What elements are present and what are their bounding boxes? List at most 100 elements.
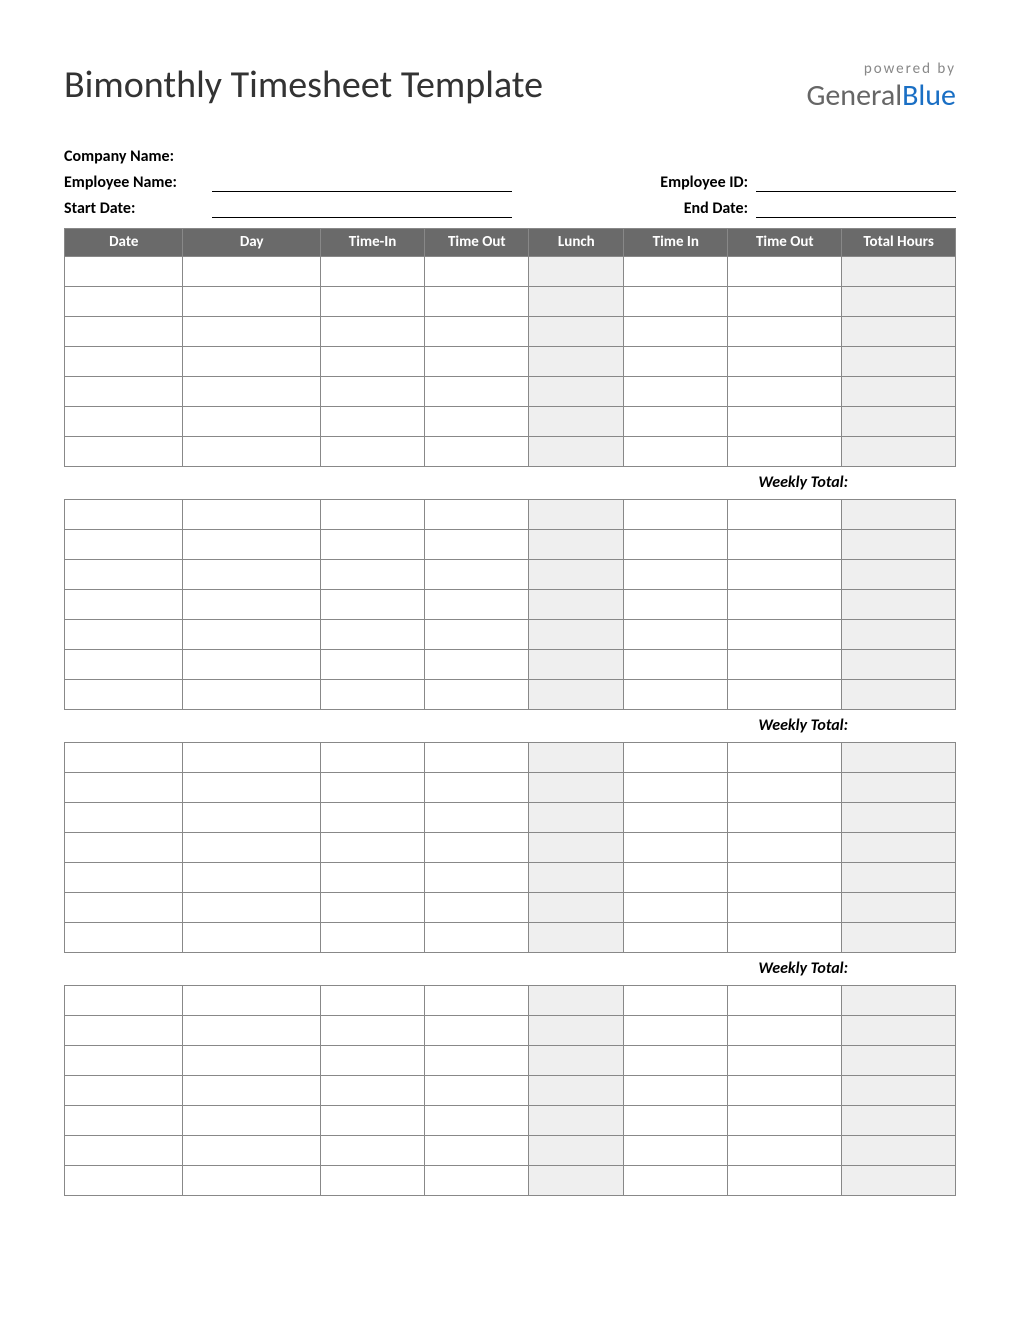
table-cell[interactable] xyxy=(183,1135,320,1165)
table-cell[interactable] xyxy=(183,832,320,862)
table-cell[interactable] xyxy=(529,742,624,772)
table-cell[interactable] xyxy=(65,406,183,436)
table-cell[interactable] xyxy=(842,862,956,892)
table-cell[interactable] xyxy=(842,346,956,376)
table-cell[interactable] xyxy=(65,742,183,772)
table-cell[interactable] xyxy=(529,316,624,346)
table-cell[interactable] xyxy=(320,436,424,466)
table-cell[interactable] xyxy=(320,742,424,772)
table-cell[interactable] xyxy=(728,619,842,649)
table-cell[interactable] xyxy=(320,892,424,922)
table-cell[interactable] xyxy=(183,436,320,466)
table-cell[interactable] xyxy=(425,649,529,679)
table-cell[interactable] xyxy=(425,1135,529,1165)
table-cell[interactable] xyxy=(529,1015,624,1045)
table-cell[interactable] xyxy=(529,436,624,466)
table-cell[interactable] xyxy=(425,436,529,466)
table-cell[interactable] xyxy=(320,772,424,802)
table-cell[interactable] xyxy=(842,589,956,619)
table-cell[interactable] xyxy=(624,1045,728,1075)
employee-id-field[interactable] xyxy=(756,170,956,192)
table-cell[interactable] xyxy=(65,256,183,286)
table-cell[interactable] xyxy=(183,862,320,892)
table-cell[interactable] xyxy=(624,376,728,406)
table-cell[interactable] xyxy=(425,256,529,286)
table-cell[interactable] xyxy=(624,892,728,922)
table-cell[interactable] xyxy=(425,316,529,346)
table-cell[interactable] xyxy=(65,619,183,649)
table-cell[interactable] xyxy=(842,1075,956,1105)
table-cell[interactable] xyxy=(183,376,320,406)
table-cell[interactable] xyxy=(624,286,728,316)
table-cell[interactable] xyxy=(65,286,183,316)
table-cell[interactable] xyxy=(320,1075,424,1105)
table-cell[interactable] xyxy=(320,376,424,406)
table-cell[interactable] xyxy=(842,892,956,922)
table-cell[interactable] xyxy=(529,256,624,286)
table-cell[interactable] xyxy=(425,1105,529,1135)
table-cell[interactable] xyxy=(728,832,842,862)
table-cell[interactable] xyxy=(183,1045,320,1075)
table-cell[interactable] xyxy=(320,1165,424,1195)
table-cell[interactable] xyxy=(529,802,624,832)
table-cell[interactable] xyxy=(183,772,320,802)
table-cell[interactable] xyxy=(320,499,424,529)
table-cell[interactable] xyxy=(183,499,320,529)
table-cell[interactable] xyxy=(529,406,624,436)
table-cell[interactable] xyxy=(425,742,529,772)
table-cell[interactable] xyxy=(842,649,956,679)
table-cell[interactable] xyxy=(529,619,624,649)
table-cell[interactable] xyxy=(425,772,529,802)
table-cell[interactable] xyxy=(529,1045,624,1075)
table-cell[interactable] xyxy=(65,862,183,892)
table-cell[interactable] xyxy=(842,742,956,772)
table-cell[interactable] xyxy=(728,589,842,619)
table-cell[interactable] xyxy=(425,1075,529,1105)
table-cell[interactable] xyxy=(624,406,728,436)
table-cell[interactable] xyxy=(425,346,529,376)
table-cell[interactable] xyxy=(65,679,183,709)
table-cell[interactable] xyxy=(320,1015,424,1045)
table-cell[interactable] xyxy=(183,1165,320,1195)
table-cell[interactable] xyxy=(183,1105,320,1135)
table-cell[interactable] xyxy=(65,985,183,1015)
table-cell[interactable] xyxy=(320,802,424,832)
table-cell[interactable] xyxy=(624,832,728,862)
table-cell[interactable] xyxy=(183,1075,320,1105)
table-cell[interactable] xyxy=(425,406,529,436)
table-cell[interactable] xyxy=(183,589,320,619)
table-cell[interactable] xyxy=(183,742,320,772)
table-cell[interactable] xyxy=(425,1165,529,1195)
table-cell[interactable] xyxy=(842,286,956,316)
table-cell[interactable] xyxy=(624,346,728,376)
table-cell[interactable] xyxy=(728,742,842,772)
table-cell[interactable] xyxy=(624,1105,728,1135)
table-cell[interactable] xyxy=(183,286,320,316)
table-cell[interactable] xyxy=(624,436,728,466)
table-cell[interactable] xyxy=(425,619,529,649)
table-cell[interactable] xyxy=(65,649,183,679)
table-cell[interactable] xyxy=(842,985,956,1015)
table-cell[interactable] xyxy=(65,499,183,529)
table-cell[interactable] xyxy=(65,436,183,466)
table-cell[interactable] xyxy=(624,649,728,679)
table-cell[interactable] xyxy=(65,529,183,559)
table-cell[interactable] xyxy=(65,1075,183,1105)
table-cell[interactable] xyxy=(320,1105,424,1135)
table-cell[interactable] xyxy=(320,619,424,649)
table-cell[interactable] xyxy=(529,529,624,559)
table-cell[interactable] xyxy=(728,922,842,952)
table-cell[interactable] xyxy=(842,619,956,649)
table-cell[interactable] xyxy=(183,649,320,679)
table-cell[interactable] xyxy=(425,1015,529,1045)
start-date-field[interactable] xyxy=(212,196,512,218)
table-cell[interactable] xyxy=(728,1015,842,1045)
table-cell[interactable] xyxy=(65,1015,183,1045)
table-cell[interactable] xyxy=(728,862,842,892)
table-cell[interactable] xyxy=(728,256,842,286)
table-cell[interactable] xyxy=(529,1165,624,1195)
table-cell[interactable] xyxy=(320,346,424,376)
table-cell[interactable] xyxy=(728,649,842,679)
table-cell[interactable] xyxy=(320,1045,424,1075)
table-cell[interactable] xyxy=(529,772,624,802)
